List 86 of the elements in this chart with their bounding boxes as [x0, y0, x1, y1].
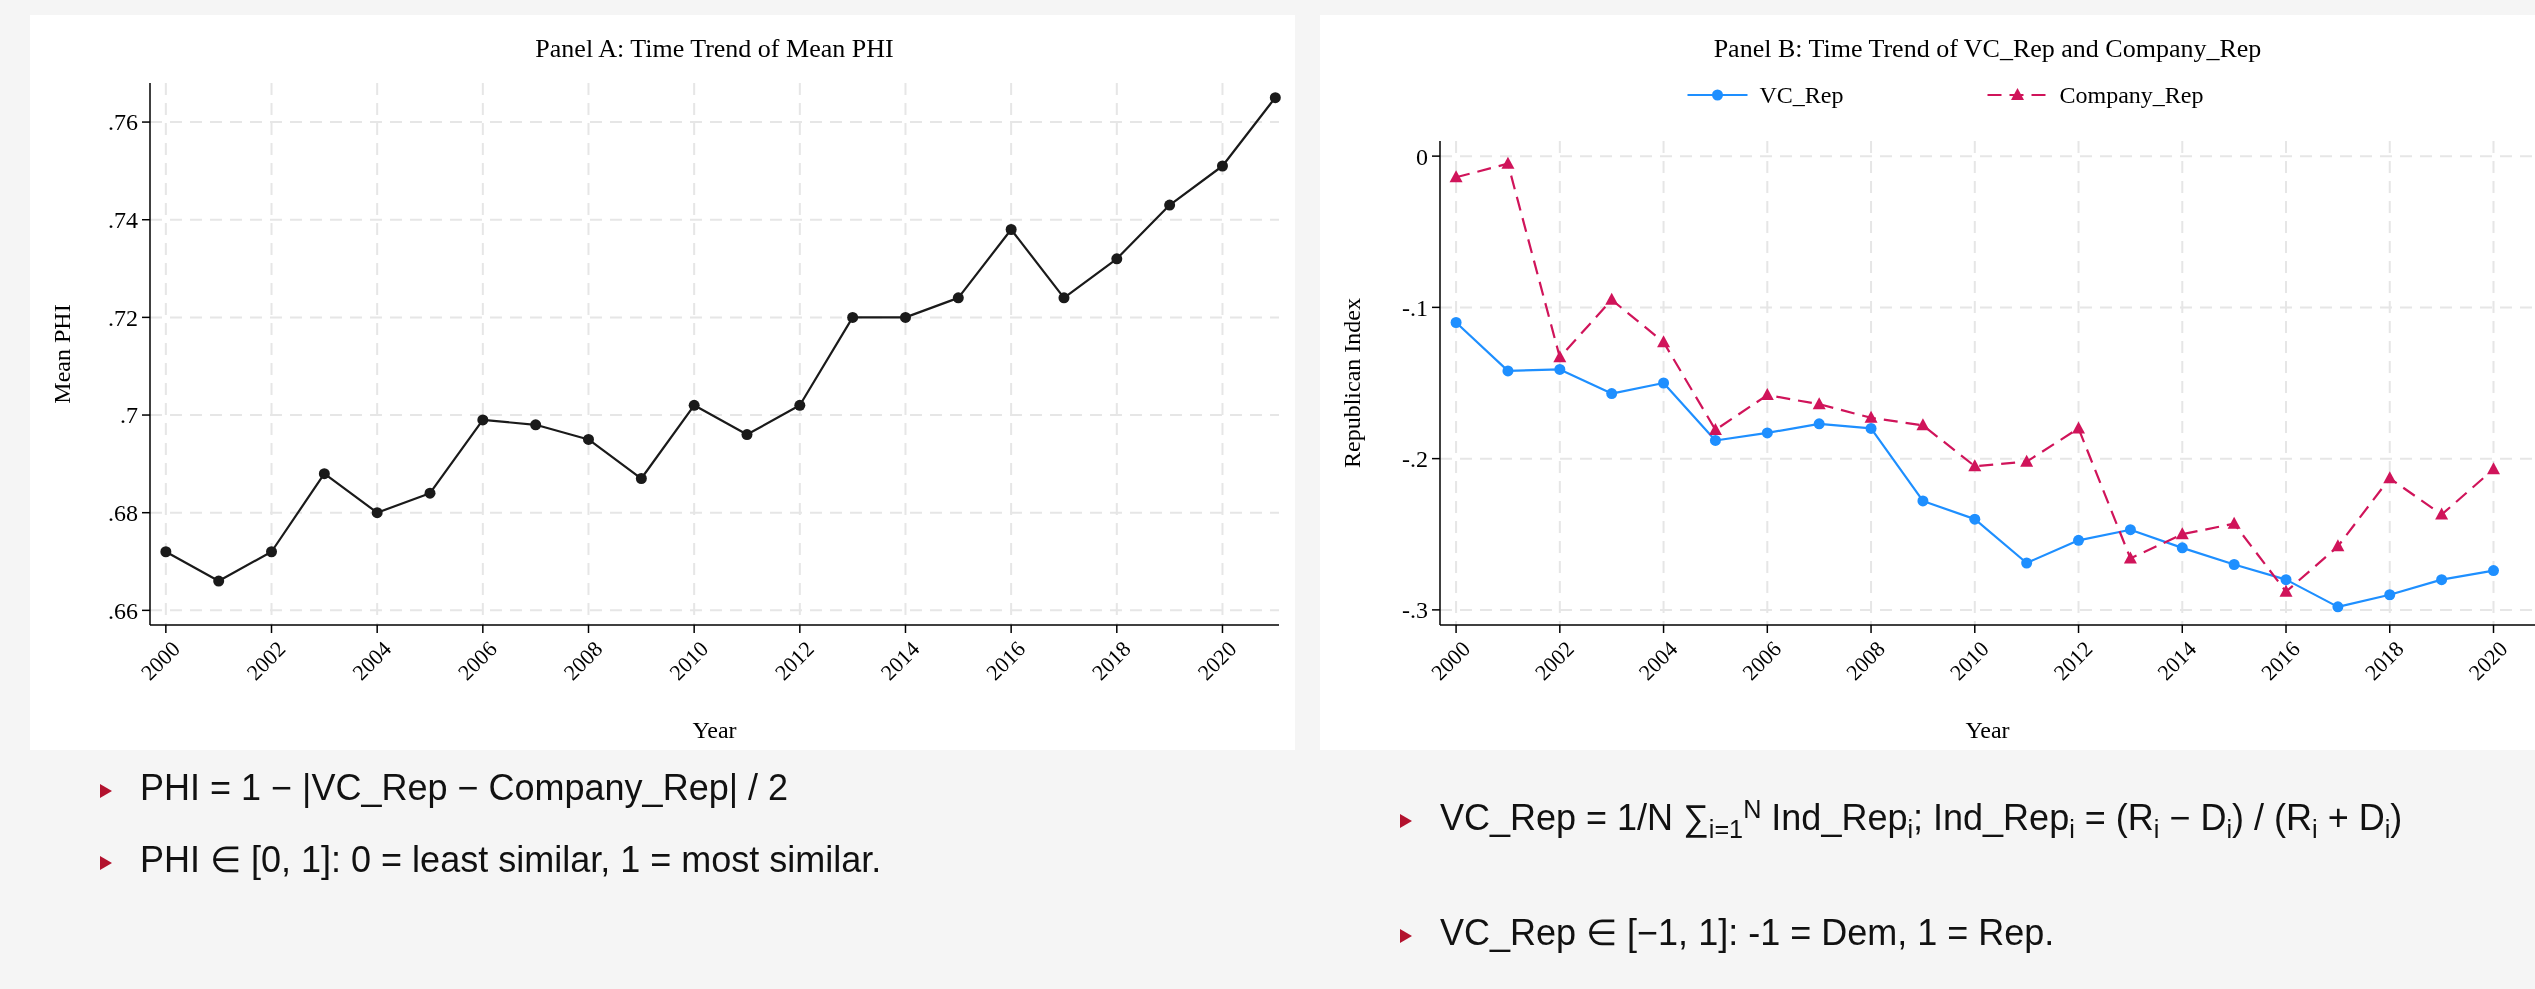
point [2021, 557, 2033, 569]
point [1864, 410, 1878, 423]
point [530, 419, 542, 431]
point [1657, 335, 1671, 348]
point [2176, 542, 2188, 554]
point [1111, 253, 1123, 265]
y-tick-label: .66 [108, 597, 138, 624]
y-tick-label: .72 [108, 304, 138, 331]
y-tick-label: -.3 [1402, 597, 1428, 624]
point [1449, 170, 1463, 183]
point [952, 292, 964, 304]
legend-label: Company_Rep [2059, 82, 2204, 109]
y-tick-label: .7 [120, 402, 138, 429]
point [2487, 462, 2500, 475]
point [1812, 397, 1826, 410]
text: PHI ∈ [0, 1]: 0 = least similar, 1 = most similar. [140, 839, 882, 880]
point [635, 473, 647, 485]
point [1502, 365, 1514, 377]
point [371, 507, 383, 519]
point [2384, 589, 2396, 601]
text: VC_Rep ∈ [−1, 1]: -1 = Dem, 1 = Rep. [1440, 912, 2055, 953]
point [847, 311, 859, 323]
point [1658, 377, 1670, 389]
point [318, 468, 330, 480]
point [477, 414, 489, 426]
point [160, 546, 172, 558]
point [213, 575, 225, 587]
point [2331, 539, 2345, 552]
point [1708, 422, 1722, 435]
point [899, 311, 911, 323]
y-tick-label: -.1 [1402, 294, 1428, 321]
point [1606, 388, 1618, 400]
point [688, 399, 700, 411]
point [1709, 434, 1721, 446]
text: PHI = 1 − |VC_Rep − Company_Rep| / 2 [140, 767, 789, 808]
point [1917, 495, 1929, 507]
y-axis-title: Mean PHI [49, 304, 75, 404]
legend-label: VC_Rep [1759, 82, 1844, 109]
point [1554, 363, 1566, 375]
point [2436, 574, 2448, 586]
point [1005, 223, 1017, 235]
point [2383, 471, 2397, 484]
point [2228, 559, 2240, 570]
y-tick-label: .76 [108, 109, 138, 136]
point [1969, 513, 1981, 525]
point [2020, 454, 2034, 467]
y-tick-label: .74 [108, 207, 138, 234]
point [424, 487, 436, 499]
point [2227, 516, 2241, 529]
point [1216, 160, 1228, 172]
point [741, 429, 753, 441]
chart-title: Panel A: Time Trend of Mean PHI [535, 34, 894, 63]
point [2332, 601, 2344, 613]
chart-title: Panel B: Time Trend of VC_Rep and Company_Rep [1713, 34, 2262, 63]
point [2124, 524, 2136, 536]
point [1605, 292, 1619, 305]
point [1865, 422, 1877, 434]
point [1553, 350, 1567, 363]
point [1164, 199, 1176, 211]
y-axis-title: Republican Index [1339, 298, 1365, 468]
x-axis-title: Year [1965, 717, 2010, 743]
point [2073, 534, 2085, 546]
point [794, 399, 806, 411]
point [1501, 156, 1515, 169]
point [2175, 527, 2189, 540]
point [1450, 317, 1462, 328]
point [583, 433, 594, 445]
x-axis-title: Year [692, 717, 737, 743]
point [2123, 551, 2137, 564]
point [2279, 584, 2293, 597]
text: VC_Rep = 1/N ∑$_{i=1}$$^{N}$ Ind_Rep$_{i}$; Ind_Rep$_{i}$ = (R$_{i}$ − D$_{i}$) / (R$_{i}$ + D$_{i}$) [1440, 794, 2403, 843]
point [1760, 388, 1774, 401]
point [1269, 92, 1281, 104]
point [1813, 418, 1825, 430]
point [2280, 574, 2292, 586]
y-tick-label: .68 [108, 500, 138, 527]
point [1058, 292, 1070, 304]
point [1761, 427, 1773, 439]
point [1916, 418, 1930, 431]
point [2435, 507, 2449, 520]
point [2072, 421, 2086, 434]
point [266, 546, 278, 558]
y-tick-label: 0 [1416, 143, 1428, 170]
point [1968, 459, 1982, 472]
point [2488, 565, 2499, 577]
y-tick-label: -.2 [1402, 446, 1428, 473]
